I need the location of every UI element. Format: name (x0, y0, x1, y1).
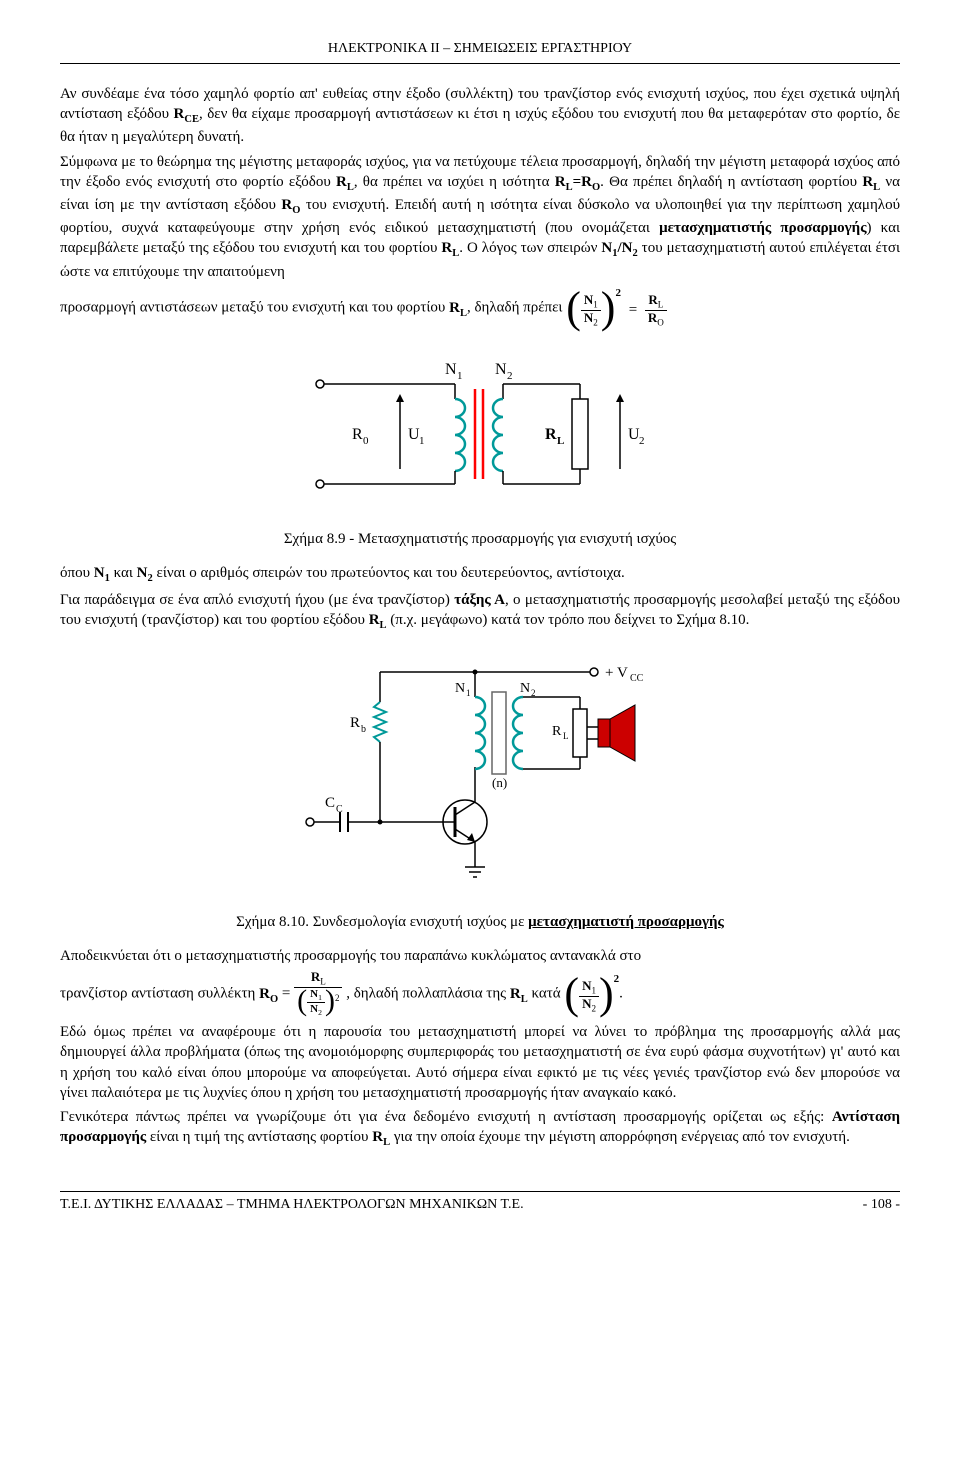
text: , δηλαδή πολλαπλάσια της (346, 986, 510, 1002)
equation-3: (N1N2)2 (564, 972, 619, 1017)
text: και (110, 565, 137, 581)
svg-text:1: 1 (419, 435, 425, 447)
n1-label: N (445, 361, 457, 378)
paragraph-2: Σύμφωνα με το θεώρημα της μέγιστης μεταφ… (60, 152, 900, 282)
text: , δηλαδή πρέπει (467, 300, 566, 316)
class-a: τάξης Α (454, 592, 505, 608)
text: κατά (528, 986, 565, 1002)
text: Γενικότερα πάντως πρέπει να γνωρίζουμε ό… (60, 1109, 832, 1125)
footer-right: - 108 - (863, 1196, 900, 1215)
rb-label: R (350, 715, 360, 731)
vcc-label: + V (605, 665, 628, 681)
text: . (619, 986, 623, 1002)
equation-2: RO = RL (N1N2)2 (259, 970, 342, 1018)
text: Για παράδειγμα σε ένα απλό ενισχυτή ήχου… (60, 592, 454, 608)
figure-8-9-caption: Σχήμα 8.9 - Μετασχηματιστής προσαρμογής … (60, 529, 900, 549)
paragraph-7: τρανζίστορ αντίσταση συλλέκτη RO = RL (N… (60, 970, 900, 1018)
svg-text:L: L (557, 435, 564, 447)
paragraph-8: Εδώ όμως πρέπει να αναφέρουμε ότι η παρο… (60, 1022, 900, 1103)
n1: N1 (94, 565, 110, 581)
paragraph-3: προσαρμογή αντιστάσεων μεταξύ του ενισχυ… (60, 286, 900, 331)
footer-rule (60, 1191, 900, 1192)
text: (π.χ. μεγάφωνο) κατά τον τρόπο που δείχν… (387, 612, 750, 628)
rl-label: R (545, 426, 557, 443)
text: για την οποία έχουμε την μέγιστη απορρόφ… (390, 1129, 850, 1145)
rl: RL (336, 174, 354, 190)
cc-label: C (325, 795, 335, 811)
n2: N2 (137, 565, 153, 581)
figure-8-10-caption: Σχήμα 8.10. Συνδεσμολογία ενισχυτή ισχύο… (60, 912, 900, 932)
rl3: RL (441, 240, 459, 256)
n-label: (n) (492, 775, 507, 790)
svg-text:0: 0 (363, 435, 369, 447)
svg-text:2: 2 (507, 370, 513, 382)
text: όπου (60, 565, 94, 581)
text: . Θα πρέπει δηλαδή η αντίσταση φορτίου (600, 174, 862, 190)
rl-label-2: R (552, 724, 562, 739)
svg-text:b: b (361, 724, 366, 735)
svg-text:1: 1 (466, 688, 471, 698)
svg-text:CC: CC (630, 673, 644, 684)
page-footer: Τ.Ε.Ι. ΔΥΤΙΚΗΣ ΕΛΛΑΔΑΣ – ΤΜΗΜΑ ΗΛΕΚΤΡΟΛΟ… (60, 1196, 900, 1215)
rl9: RL (372, 1129, 390, 1145)
svg-text:2: 2 (639, 435, 645, 447)
rl4: RL (449, 300, 467, 316)
svg-text:C: C (336, 804, 343, 815)
svg-text:1: 1 (457, 370, 463, 382)
n1n2: N1/N2 (601, 240, 637, 256)
rl2: RL (862, 174, 880, 190)
rl5: RL (369, 612, 387, 628)
paragraph-1: Αν συνδέαμε ένα τόσο χαμηλό φορτίο απ' ε… (60, 84, 900, 148)
paragraph-4: όπου N1 και N2 είναι ο αριθμός σπειρών τ… (60, 563, 900, 586)
bold-transformer: μετασχηματιστής προσαρμογής (659, 220, 866, 236)
rl-eq-ro: RL=RO (555, 174, 600, 190)
footer-left: Τ.Ε.Ι. ΔΥΤΙΚΗΣ ΕΛΛΑΔΑΣ – ΤΜΗΜΑ ΗΛΕΚΤΡΟΛΟ… (60, 1196, 524, 1215)
text: είναι ο αριθμός σπειρών του πρωτεύοντος … (153, 565, 625, 581)
text: . Ο λόγος των σπειρών (459, 240, 601, 256)
equation-1: (N1N2)2 = RLRO (566, 286, 667, 331)
svg-text:L: L (563, 731, 569, 741)
n2-label-2: N (520, 681, 530, 696)
header-rule (60, 63, 900, 64)
rl7: RL (510, 986, 528, 1002)
text: , θα πρέπει να ισχύει η ισότητα (354, 174, 555, 190)
text: τρανζίστορ αντίσταση συλλέκτη (60, 986, 259, 1002)
page-header: ΗΛΕΚΤΡΟΝΙΚΑ ΙΙ – ΣΗΜΕΙΩΣΕΙΣ ΕΡΓΑΣΤΗΡΙΟΥ (60, 40, 900, 59)
paragraph-9: Γενικότερα πάντως πρέπει να γνωρίζουμε ό… (60, 1107, 900, 1150)
paragraph-6: Αποδεικνύεται ότι ο μετασχηματιστής προσ… (60, 946, 900, 966)
paragraph-5: Για παράδειγμα σε ένα απλό ενισχυτή ήχου… (60, 590, 900, 633)
text: προσαρμογή αντιστάσεων μεταξύ του ενισχυ… (60, 300, 449, 316)
text: είναι η τιμή της αντίστασης φορτίου (146, 1129, 372, 1145)
ro2: RO (281, 197, 300, 213)
n1-label-2: N (455, 681, 465, 696)
rce: RCE (174, 106, 199, 122)
figure-8-10: + V CC R b C C N 1 (60, 647, 900, 903)
r0-label: R (352, 426, 363, 443)
figure-8-9: U 1 R 0 N 1 N 2 R L U 2 (60, 344, 900, 520)
n2-label: N (495, 361, 507, 378)
